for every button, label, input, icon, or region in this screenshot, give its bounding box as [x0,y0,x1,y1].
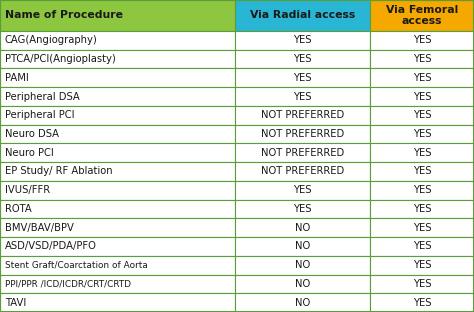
Bar [0,275,235,293]
Text: NOT PREFERRED: NOT PREFERRED [261,110,344,120]
Text: Stent Graft/Coarctation of Aorta: Stent Graft/Coarctation of Aorta [5,261,147,270]
Text: PTCA/PCI(Angioplasty): PTCA/PCI(Angioplasty) [5,54,116,64]
Text: NO: NO [294,279,310,289]
Text: EP Study/ RF Ablation: EP Study/ RF Ablation [5,167,112,177]
Text: YES: YES [412,73,431,83]
Text: Peripheral DSA: Peripheral DSA [5,91,80,101]
Bar [370,124,474,143]
Bar [370,0,474,31]
Text: YES: YES [293,185,311,195]
Bar [235,181,370,200]
Bar [0,200,235,218]
Bar [370,31,474,50]
Text: ASD/VSD/PDA/PFO: ASD/VSD/PDA/PFO [5,241,97,251]
Text: YES: YES [412,185,431,195]
Bar [0,87,235,106]
Text: PPI/PPR /ICD/ICDR/CRT/CRTD: PPI/PPR /ICD/ICDR/CRT/CRTD [5,279,131,288]
Bar [370,275,474,293]
Text: YES: YES [412,110,431,120]
Bar [370,87,474,106]
Bar [0,68,235,87]
Bar [235,68,370,87]
Text: YES: YES [412,260,431,270]
Bar [370,68,474,87]
Text: Neuro PCI: Neuro PCI [5,148,54,158]
Bar [235,256,370,275]
Bar [370,256,474,275]
Bar [0,0,235,31]
Bar [370,200,474,218]
Text: YES: YES [412,148,431,158]
Text: YES: YES [293,35,311,45]
Text: Name of Procedure: Name of Procedure [5,11,123,21]
Bar [0,218,235,237]
Bar [370,237,474,256]
Text: BMV/BAV/BPV: BMV/BAV/BPV [5,223,73,233]
Bar [235,106,370,124]
Bar [0,181,235,200]
Text: NO: NO [294,260,310,270]
Bar [235,124,370,143]
Bar [0,143,235,162]
Text: Peripheral PCI: Peripheral PCI [5,110,74,120]
Bar [370,106,474,124]
Text: YES: YES [412,91,431,101]
Bar [0,31,235,50]
Bar [235,87,370,106]
Text: YES: YES [293,54,311,64]
Text: Via Radial access: Via Radial access [249,11,355,21]
Text: YES: YES [412,298,431,308]
Text: NOT PREFERRED: NOT PREFERRED [261,148,344,158]
Bar [235,31,370,50]
Text: PAMI: PAMI [5,73,28,83]
Bar [235,293,370,312]
Bar [0,50,235,68]
Bar [235,237,370,256]
Text: IVUS/FFR: IVUS/FFR [5,185,50,195]
Text: NO: NO [294,298,310,308]
Text: YES: YES [412,241,431,251]
Text: YES: YES [412,223,431,233]
Bar [370,293,474,312]
Text: CAG(Angiography): CAG(Angiography) [5,35,98,45]
Text: YES: YES [412,54,431,64]
Text: YES: YES [293,204,311,214]
Text: NO: NO [294,223,310,233]
Bar [370,143,474,162]
Bar [370,218,474,237]
Text: YES: YES [412,204,431,214]
Text: YES: YES [412,167,431,177]
Text: TAVI: TAVI [5,298,26,308]
Bar [235,218,370,237]
Bar [235,200,370,218]
Bar [0,162,235,181]
Bar [370,162,474,181]
Text: NOT PREFERRED: NOT PREFERRED [261,129,344,139]
Bar [235,162,370,181]
Bar [370,50,474,68]
Bar [0,256,235,275]
Bar [370,181,474,200]
Bar [0,237,235,256]
Text: Via Femoral
access: Via Femoral access [386,5,458,26]
Text: NO: NO [294,241,310,251]
Text: YES: YES [412,35,431,45]
Bar [235,143,370,162]
Bar [235,275,370,293]
Bar [0,124,235,143]
Text: YES: YES [412,129,431,139]
Text: ROTA: ROTA [5,204,31,214]
Text: Neuro DSA: Neuro DSA [5,129,59,139]
Bar [235,0,370,31]
Text: NOT PREFERRED: NOT PREFERRED [261,167,344,177]
Bar [235,50,370,68]
Bar [0,106,235,124]
Text: YES: YES [412,279,431,289]
Text: YES: YES [293,73,311,83]
Text: YES: YES [293,91,311,101]
Bar [0,293,235,312]
